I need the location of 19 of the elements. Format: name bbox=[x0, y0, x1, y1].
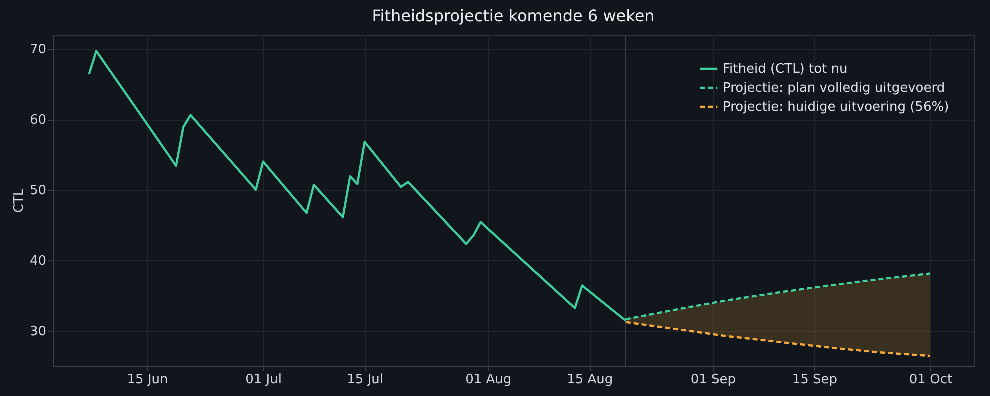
x-tick-label: 01 Sep bbox=[690, 372, 736, 388]
y-tick-label: 50 bbox=[30, 183, 46, 198]
legend-label: Projectie: huidige uitvoering (56%) bbox=[723, 100, 950, 115]
y-tick-label: 40 bbox=[30, 254, 46, 269]
x-tick-label: 15 Jun bbox=[127, 372, 168, 388]
legend-label: Projectie: plan volledig uitgevoerd bbox=[723, 81, 946, 96]
y-tick-label: 30 bbox=[30, 324, 46, 340]
line-series bbox=[624, 321, 932, 358]
x-tick-label: 01 Jul bbox=[246, 372, 282, 388]
x-tick-label: 01 Oct bbox=[909, 372, 953, 388]
x-tick-label: 15 Sep bbox=[792, 372, 838, 388]
chart-title: Fitheidsprojectie komende 6 weken bbox=[372, 6, 655, 26]
legend-label: Fitheid (CTL) tot nu bbox=[723, 62, 848, 77]
y-axis-title: CTL bbox=[12, 188, 27, 214]
x-tick-label: 15 Jul bbox=[347, 372, 384, 388]
x-tick-label: 01 Aug bbox=[466, 372, 512, 388]
y-tick-label: 70 bbox=[30, 42, 46, 58]
x-tick-label: 15 Aug bbox=[567, 372, 614, 388]
y-tick-label: 60 bbox=[30, 113, 46, 128]
